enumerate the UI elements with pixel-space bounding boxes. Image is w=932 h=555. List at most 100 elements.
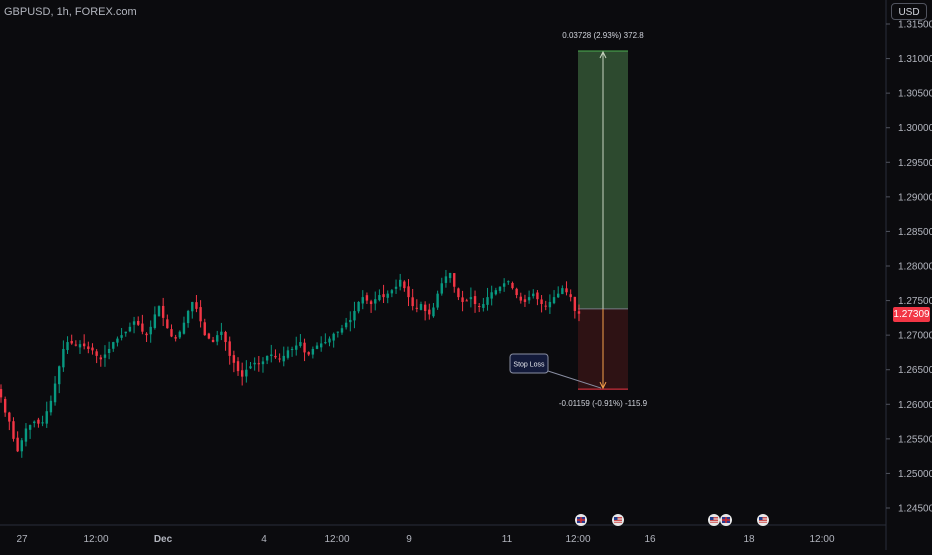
candle-body bbox=[270, 354, 273, 357]
time-tick-label: 4 bbox=[261, 534, 267, 545]
candle-body bbox=[502, 283, 506, 287]
candle-body bbox=[457, 288, 460, 298]
candle-body bbox=[107, 348, 111, 354]
candle-body bbox=[494, 290, 498, 295]
stop-loss-callout[interactable] bbox=[509, 353, 549, 374]
candle-body bbox=[299, 342, 302, 346]
candle-body bbox=[174, 337, 177, 339]
candle-body bbox=[552, 297, 556, 304]
price-tick-label: 1.25500 bbox=[898, 434, 932, 445]
time-tick-label: 11 bbox=[502, 534, 513, 545]
candle-body bbox=[307, 352, 310, 355]
time-tick-label: 12:00 bbox=[83, 534, 108, 545]
candle-body bbox=[432, 307, 435, 317]
candle-body bbox=[473, 296, 477, 305]
flag-uk-icon[interactable] bbox=[720, 514, 732, 526]
candle-body bbox=[99, 357, 102, 360]
candle-body bbox=[519, 296, 522, 301]
candle-body bbox=[0, 389, 3, 398]
candle-body bbox=[253, 362, 256, 365]
candle-body bbox=[557, 293, 560, 298]
candle-body bbox=[453, 273, 456, 287]
price-tick-label: 1.28000 bbox=[898, 262, 932, 273]
flag-stripe bbox=[759, 520, 767, 521]
candle-body bbox=[344, 322, 348, 328]
candle-body bbox=[141, 323, 144, 332]
currency-button[interactable]: USD bbox=[891, 3, 927, 20]
candle-body bbox=[448, 272, 452, 279]
candle-body bbox=[286, 350, 290, 358]
flag-uk-icon[interactable] bbox=[575, 514, 587, 526]
candle-body bbox=[436, 293, 439, 308]
candle-body bbox=[527, 297, 531, 301]
candle-body bbox=[245, 369, 248, 377]
flag-canton bbox=[710, 517, 714, 520]
candle-body bbox=[315, 345, 319, 349]
candle-body bbox=[444, 276, 448, 283]
candle-body bbox=[340, 328, 344, 333]
candle-body bbox=[257, 363, 261, 365]
candle-body bbox=[536, 292, 539, 300]
candle-body bbox=[28, 425, 32, 430]
flag-us-icon[interactable] bbox=[757, 514, 769, 526]
candle-body bbox=[33, 421, 36, 424]
flag-canton bbox=[759, 517, 763, 520]
candle-body bbox=[224, 332, 227, 343]
price-tick-label: 1.31500 bbox=[898, 20, 932, 31]
time-tick-label: 9 bbox=[406, 534, 412, 545]
candle-body bbox=[87, 346, 90, 349]
candle-body bbox=[324, 342, 327, 344]
price-tick-label: 1.24500 bbox=[898, 504, 932, 515]
time-axis: 27 12:00 Dec 4 12:00 9 11 12:00 16 18 12:00 bbox=[0, 524, 886, 545]
flag-us-icon[interactable] bbox=[612, 514, 624, 526]
candle-body bbox=[41, 422, 44, 424]
marker-circle bbox=[612, 514, 624, 526]
current-price-tag: 1.27309 bbox=[893, 307, 930, 322]
candle-body bbox=[394, 286, 398, 289]
time-tick-label: 12:00 bbox=[809, 534, 834, 545]
stop-loss-text: Stop Loss bbox=[513, 362, 545, 369]
symbol-label: GBPUSD, 1h, FOREX.com bbox=[4, 6, 137, 18]
candle-body bbox=[45, 411, 48, 424]
candle-body bbox=[66, 342, 69, 351]
candle-body bbox=[207, 333, 211, 339]
target-arrow-head bbox=[599, 50, 607, 59]
candle-body bbox=[8, 412, 11, 422]
candle-body bbox=[3, 398, 7, 413]
candle-body bbox=[569, 294, 572, 298]
candle-body bbox=[166, 319, 169, 329]
time-tick-label: 18 bbox=[743, 534, 755, 545]
candle-body bbox=[282, 355, 285, 362]
candle-body bbox=[482, 304, 485, 308]
candle-body bbox=[128, 326, 132, 332]
candle-body bbox=[274, 355, 277, 358]
price-tick-label: 1.27000 bbox=[898, 331, 932, 342]
candle-body bbox=[74, 344, 78, 346]
candle-body bbox=[240, 370, 244, 377]
candle-body bbox=[153, 314, 157, 328]
candle-body bbox=[12, 421, 15, 439]
candle-body bbox=[411, 297, 414, 307]
candle-body bbox=[120, 335, 123, 338]
candle-body bbox=[49, 400, 53, 413]
candle-body bbox=[161, 305, 165, 318]
flag-stripe bbox=[759, 521, 767, 523]
candle-body bbox=[290, 348, 294, 350]
candle-body bbox=[349, 319, 352, 323]
candle-body bbox=[82, 343, 86, 347]
candle-body bbox=[561, 288, 564, 295]
price-tick-label: 1.31000 bbox=[898, 54, 932, 65]
flag-stripe bbox=[759, 517, 767, 518]
candle-body bbox=[62, 348, 65, 368]
price-tick-label: 1.26000 bbox=[898, 400, 932, 411]
candle-body bbox=[16, 437, 19, 452]
price-tick-label: 1.30000 bbox=[898, 123, 932, 134]
candle-body bbox=[507, 281, 510, 283]
candle-body bbox=[265, 355, 269, 361]
candle-body bbox=[116, 338, 119, 343]
flag-us-icon[interactable] bbox=[708, 514, 720, 526]
price-axis: 1.24500 1.25000 1.25500 1.26000 1.26500 1.270… bbox=[885, 0, 932, 550]
event-markers bbox=[575, 514, 769, 526]
